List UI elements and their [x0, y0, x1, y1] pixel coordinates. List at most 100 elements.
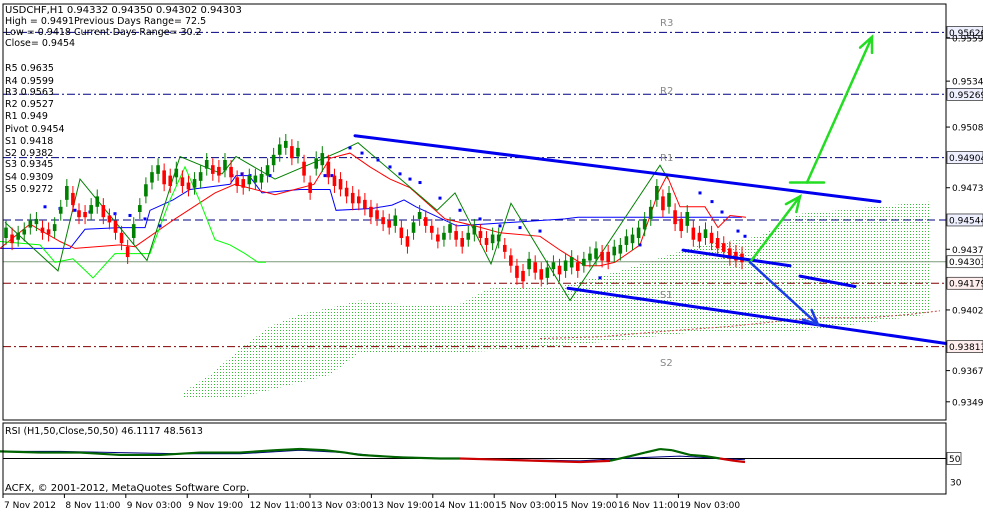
level-tag-pivot: 0.94544: [949, 216, 983, 226]
label-r2: R2: [660, 86, 673, 97]
kumo-lower-edge: [539, 310, 941, 339]
candle-body: [569, 257, 574, 268]
price-tick-label: 0.94025: [952, 306, 983, 316]
psar-dot: [376, 158, 380, 162]
candle-body: [186, 182, 191, 190]
rsi-line-segment: [609, 455, 631, 462]
candle-body: [484, 238, 489, 245]
candle-body: [490, 234, 495, 244]
level-tag-r2: 0.95269: [949, 91, 983, 101]
time-tick-label: 13 Nov 03:00: [311, 501, 372, 511]
candle-body: [131, 224, 136, 238]
psar-dot: [360, 151, 364, 155]
candle-body: [661, 196, 665, 211]
level-tag-box: [946, 340, 983, 353]
candle-body: [150, 172, 154, 183]
rsi-line-segment: [659, 447, 673, 452]
price-tick-label: 0.95345: [952, 78, 983, 88]
candle-body: [144, 184, 148, 197]
psar-dot: [518, 226, 522, 230]
candle-body: [685, 212, 690, 226]
psar-dot: [330, 174, 334, 178]
label-r3: R3: [660, 18, 673, 29]
candle-body: [642, 218, 647, 230]
rsi-line-segment: [704, 455, 721, 460]
pivot-s5: S5 0.9272: [5, 184, 53, 195]
time-tick-label: 15 Nov 03:00: [495, 501, 556, 511]
candle-body: [162, 170, 166, 185]
psar-dot: [43, 205, 47, 209]
candle-body: [405, 236, 410, 247]
rsi-line-segment: [299, 447, 326, 452]
previous-days-range: Previous Days Range= 72.5: [74, 16, 206, 27]
candle-body: [16, 232, 20, 240]
level-tag-box: [946, 213, 983, 227]
rsi-line-segment: [359, 453, 381, 458]
pivot-r1: R1 0.949: [5, 111, 48, 122]
candle-body: [10, 234, 14, 244]
candle-body: [34, 218, 39, 225]
short-channel-line-1: [681, 248, 792, 268]
arrow-down: [748, 261, 820, 326]
psar-dot: [720, 210, 724, 214]
rsi-subwindow: 50 30: [0, 447, 962, 489]
psar-dot: [736, 229, 740, 233]
psar-dot: [478, 217, 482, 221]
chikou-span-line: [0, 165, 266, 279]
level-tag-box: [946, 88, 983, 101]
candle-body: [423, 217, 428, 226]
psar-dot: [240, 172, 244, 176]
user-drawings[interactable]: [353, 34, 983, 351]
candle-body: [612, 246, 617, 256]
candle-body: [721, 243, 726, 252]
time-tick-label: 14 Nov 11:00: [434, 501, 495, 511]
arrow-up-small: [748, 195, 802, 264]
candle-body: [411, 222, 416, 233]
time-tick-label: 9 Nov 03:00: [127, 501, 182, 511]
level-tag-s1: 0.94179: [949, 280, 983, 290]
candle-body: [557, 265, 562, 275]
candle-body: [417, 212, 422, 219]
rsi-line-segment: [579, 459, 611, 464]
candle-body: [344, 187, 349, 197]
candle-body: [290, 146, 294, 159]
candle-body: [429, 225, 434, 233]
psar-dot: [638, 243, 642, 247]
rsi-line-segment: [689, 453, 706, 458]
day-low: Low = 0.9418: [5, 27, 71, 38]
candle-body: [107, 215, 112, 223]
candle-body: [229, 166, 233, 178]
candle-body: [673, 210, 677, 225]
candle-body: [636, 227, 641, 238]
candle-body: [478, 231, 483, 238]
candle-body: [630, 234, 635, 244]
rsi-level-tag-box: [946, 452, 962, 465]
level-tag-s2: 0.93813: [949, 343, 983, 353]
candle-body: [253, 175, 258, 183]
candle-body: [65, 186, 69, 200]
rsi-level-tag: 50: [949, 455, 961, 465]
candle-body: [338, 179, 343, 190]
pivot-main: Pivot 0.9454: [5, 124, 65, 135]
rsi-line-segment: [399, 456, 441, 460]
rsi-line-segment: [0, 450, 41, 454]
candle-body: [235, 177, 239, 186]
candle-body: [52, 224, 57, 232]
candle-body: [679, 218, 683, 232]
candle-body: [466, 232, 471, 240]
kumo-cloud: [183, 201, 930, 398]
candle-body: [582, 258, 586, 266]
short-channel-line-2: [798, 274, 857, 289]
upper-trendline: [353, 134, 882, 204]
candle-body: [563, 260, 568, 271]
current-days-range: Current Days Range= 30.2: [74, 27, 202, 38]
rsi-header: RSI (H1,50,Close,50,50) 46.1117 48.5613: [5, 426, 203, 437]
psar-dot: [143, 217, 147, 221]
rsi-line-segment: [499, 458, 541, 462]
candle-body: [496, 234, 501, 242]
candle-body: [71, 192, 75, 206]
psar-dot: [398, 172, 402, 176]
